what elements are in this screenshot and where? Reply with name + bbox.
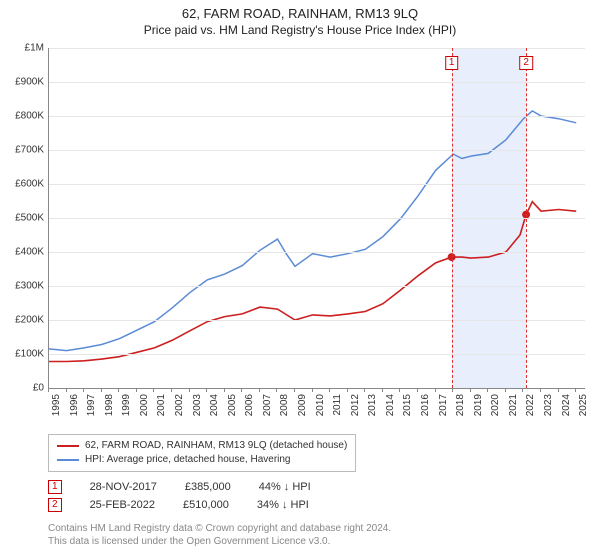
y-tick-label: £800K [0,111,48,122]
table-row: 1 28-NOV-2017 £385,000 44% ↓ HPI [48,478,311,496]
legend-label: HPI: Average price, detached house, Have… [85,453,291,467]
y-tick-label: £300K [0,281,48,292]
x-tick-label: 2014 [385,394,396,416]
transaction-marker-icon: 2 [48,498,62,512]
x-tick-label: 2012 [350,394,361,416]
page-title: 62, FARM ROAD, RAINHAM, RM13 9LQ [0,0,600,21]
x-tick-label: 2000 [139,394,150,416]
y-tick-label: £400K [0,247,48,258]
legend-label: 62, FARM ROAD, RAINHAM, RM13 9LQ (detach… [85,439,347,453]
y-tick-label: £1M [0,43,48,54]
x-tick-label: 2013 [367,394,378,416]
x-tick-label: 1996 [69,394,80,416]
transaction-date: 25-FEB-2022 [90,496,155,514]
x-tick-label: 2024 [561,394,572,416]
transactions-table: 1 28-NOV-2017 £385,000 44% ↓ HPI 2 25-FE… [48,478,311,514]
x-tick-label: 2020 [490,394,501,416]
x-tick-label: 2005 [227,394,238,416]
marker-vline [526,48,527,388]
x-tick-label: 2011 [332,394,343,416]
table-row: 2 25-FEB-2022 £510,000 34% ↓ HPI [48,496,311,514]
chart-container: 62, FARM ROAD, RAINHAM, RM13 9LQ Price p… [0,0,600,560]
x-tick-label: 1998 [104,394,115,416]
x-tick-label: 1997 [86,394,97,416]
x-tick-label: 2002 [174,394,185,416]
transaction-price: £510,000 [183,496,229,514]
x-tick-label: 2022 [525,394,536,416]
page-subtitle: Price paid vs. HM Land Registry's House … [0,23,600,37]
x-tick-label: 2015 [402,394,413,416]
x-tick-label: 2003 [192,394,203,416]
legend-swatch-icon [57,459,79,461]
x-tick-label: 2016 [420,394,431,416]
marker-vline [452,48,453,388]
x-tick-label: 2009 [297,394,308,416]
legend-box: 62, FARM ROAD, RAINHAM, RM13 9LQ (detach… [48,434,356,472]
transaction-date: 28-NOV-2017 [90,478,157,496]
marker-label: 2 [519,56,533,70]
x-tick-label: 2021 [508,394,519,416]
x-tick-label: 2025 [578,394,589,416]
transaction-marker-icon: 1 [48,480,62,494]
marker-label: 1 [445,56,459,70]
x-tick-label: 2008 [279,394,290,416]
x-tick-label: 1995 [51,394,62,416]
footnote: Contains HM Land Registry data © Crown c… [48,522,391,548]
x-tick-label: 2001 [156,394,167,416]
transaction-delta: 34% ↓ HPI [257,496,309,514]
transaction-delta: 44% ↓ HPI [259,478,311,496]
x-tick-label: 2004 [209,394,220,416]
legend-item: 62, FARM ROAD, RAINHAM, RM13 9LQ (detach… [57,439,347,453]
footnote-line: Contains HM Land Registry data © Crown c… [48,522,391,535]
legend-item: HPI: Average price, detached house, Have… [57,453,347,467]
transaction-price: £385,000 [185,478,231,496]
x-tick-label: 2006 [244,394,255,416]
x-tick-label: 2023 [543,394,554,416]
legend-swatch-icon [57,445,79,447]
y-tick-label: £200K [0,315,48,326]
x-tick-label: 2007 [262,394,273,416]
y-tick-label: £900K [0,77,48,88]
y-tick-label: £700K [0,145,48,156]
x-tick-label: 2010 [315,394,326,416]
x-tick-label: 1999 [121,394,132,416]
y-tick-label: £100K [0,349,48,360]
chart-plot-area: 12 [48,48,585,389]
x-tick-label: 2019 [473,394,484,416]
y-tick-label: £500K [0,213,48,224]
y-tick-label: £600K [0,179,48,190]
y-tick-label: £0 [0,383,48,394]
x-tick-label: 2017 [438,394,449,416]
x-tick-label: 2018 [455,394,466,416]
footnote-line: This data is licensed under the Open Gov… [48,535,391,548]
series-line-price_paid [49,202,576,362]
